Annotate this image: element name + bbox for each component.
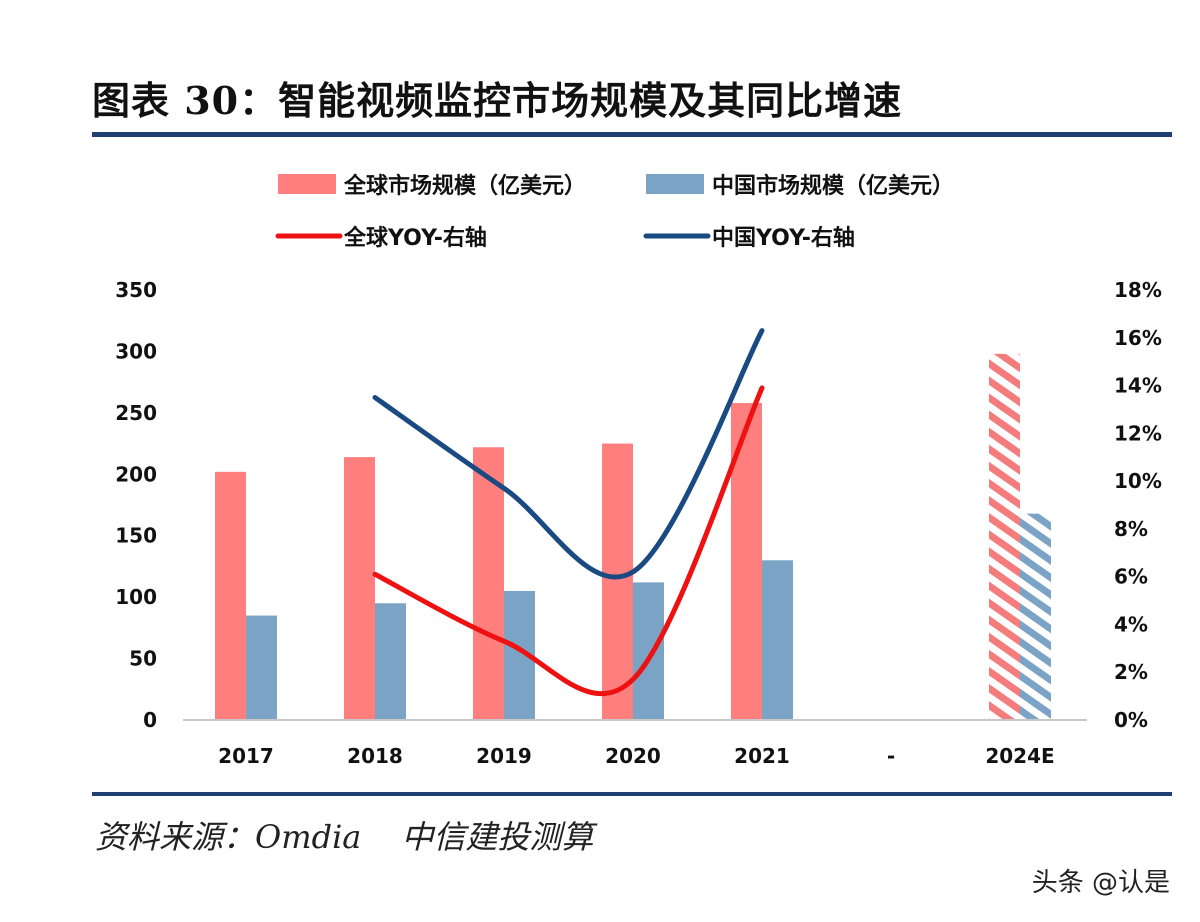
legend-label-1: 全球市场规模（亿美元）: [343, 173, 586, 199]
right-tick-label: 18%: [1114, 278, 1162, 302]
left-tick-label: 200: [115, 462, 157, 486]
legend-label-2: 中国市场规模（亿美元）: [712, 173, 954, 199]
right-tick-label: 6%: [1114, 565, 1148, 589]
left-tick-label: 100: [115, 585, 157, 609]
left-tick-label: 350: [115, 278, 157, 302]
watermark: 头条 @认是: [1031, 868, 1170, 898]
legend: 全球市场规模（亿美元） 中国市场规模（亿美元） 全球YOY-右轴 中国YOY-右轴: [275, 173, 954, 251]
china-bar-2020: [633, 582, 664, 720]
right-tick-label: 16%: [1114, 326, 1162, 350]
legend-label-4: 中国YOY-右轴: [712, 225, 855, 251]
china-bar-2018: [375, 603, 406, 720]
left-tick-label: 0: [143, 708, 157, 732]
x-tick-label: 2018: [347, 744, 403, 768]
source-label: 资料来源：Omdia: [95, 818, 362, 856]
global-bar-2024E: [989, 353, 1020, 720]
source-note: 资料来源：Omdia 中信建投测算: [95, 812, 633, 858]
global-bar-2019: [473, 447, 504, 720]
global-bar-2020: [602, 443, 633, 720]
right-tick-label: 10%: [1114, 469, 1162, 493]
right-tick-label: 4%: [1114, 612, 1148, 636]
right-tick-label: 0%: [1114, 708, 1148, 732]
china-bar-2024E: [1020, 513, 1051, 720]
legend-swatch-2: [646, 174, 704, 194]
left-tick-label: 150: [115, 524, 157, 548]
source-org: 中信建投测算: [401, 818, 594, 856]
left-tick-label: 50: [129, 647, 157, 671]
right-tick-label: 12%: [1114, 421, 1162, 445]
right-tick-label: 2%: [1114, 660, 1148, 684]
x-tick-label: 2021: [734, 744, 790, 768]
legend-swatch-1: [278, 174, 336, 194]
global-bar-2018: [344, 457, 375, 720]
global-yoy-line: [372, 385, 765, 697]
x-tick-label: 2024E: [985, 744, 1054, 768]
left-tick-label: 300: [115, 339, 157, 363]
china-bar-2021: [762, 560, 793, 720]
china-yoy-line: [372, 328, 765, 580]
global-bar-2017: [215, 471, 246, 720]
footer-divider: [92, 792, 1172, 796]
x-tick-label: 2019: [476, 744, 532, 768]
title-divider: [92, 132, 1172, 137]
x-tick-label: 2017: [218, 744, 274, 768]
chart-title: 图表 30：智能视频监控市场规模及其同比增速: [92, 78, 903, 123]
right-tick-label: 8%: [1114, 517, 1148, 541]
china-bar-2017: [246, 615, 277, 720]
x-tick-label: 2020: [605, 744, 661, 768]
right-tick-label: 14%: [1114, 374, 1162, 398]
x-tick-label: -: [887, 744, 895, 768]
legend-label-3: 全球YOY-右轴: [343, 225, 487, 251]
left-tick-label: 250: [115, 401, 157, 425]
